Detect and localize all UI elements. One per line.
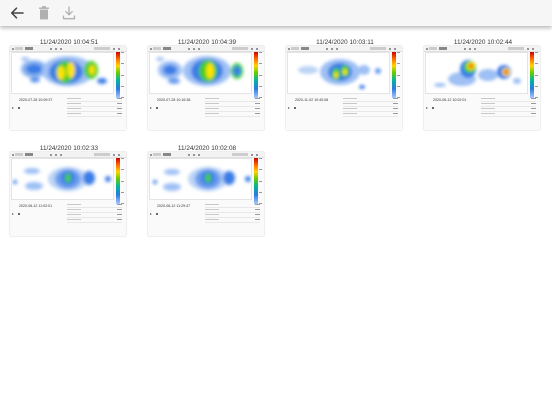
color-scale bbox=[392, 52, 396, 98]
stats-table bbox=[205, 203, 260, 223]
session-date: 2020-07-28 10:16:38 bbox=[157, 98, 191, 102]
session-date: 2020-11-02 10:40:08 bbox=[295, 98, 329, 102]
playback-controls bbox=[288, 106, 300, 109]
heatmap-thumbnail[interactable]: 2020-06-12 11:02:01 bbox=[10, 152, 126, 236]
recordings-grid: 11/24/2020 10:04:51 bbox=[0, 26, 552, 414]
stats-table bbox=[67, 203, 122, 223]
playback-controls bbox=[12, 212, 24, 215]
recording-card[interactable]: 11/24/2020 10:04:51 bbox=[5, 26, 133, 130]
stats-table bbox=[481, 97, 536, 117]
pressure-heatmap bbox=[149, 158, 252, 200]
recording-title: 11/24/2020 10:02:33 bbox=[39, 145, 99, 152]
heatmap-thumbnail[interactable]: 2020-06-12 10:02:01 bbox=[424, 46, 540, 130]
recording-card[interactable]: 11/24/2020 10:04:39 bbox=[143, 26, 271, 130]
session-date: 2020-06-12 10:02:01 bbox=[433, 98, 467, 102]
color-scale bbox=[530, 52, 534, 98]
playback-controls bbox=[12, 106, 24, 109]
stats-table bbox=[67, 97, 122, 117]
recording-card[interactable]: 11/24/2020 10:02:08 bbox=[143, 132, 271, 236]
color-scale bbox=[116, 158, 120, 204]
arrow-left-icon bbox=[10, 7, 24, 19]
mini-toolbar bbox=[10, 46, 126, 52]
playback-controls bbox=[150, 212, 162, 215]
recording-title: 11/24/2020 10:02:44 bbox=[453, 39, 513, 46]
mini-toolbar bbox=[286, 46, 402, 52]
export-button[interactable] bbox=[61, 5, 77, 21]
recording-card[interactable]: 11/24/2020 10:02:44 bbox=[419, 26, 547, 130]
playback-controls bbox=[426, 106, 438, 109]
recording-card[interactable]: 11/24/2020 10:02:33 bbox=[5, 132, 133, 236]
pressure-heatmap bbox=[425, 52, 528, 94]
stats-table bbox=[205, 97, 260, 117]
session-date: 2020-06-12 11:02:01 bbox=[19, 204, 53, 208]
recording-title: 11/24/2020 10:03:11 bbox=[316, 39, 374, 46]
mini-toolbar bbox=[148, 46, 264, 52]
mini-toolbar bbox=[10, 152, 126, 158]
session-date: 2020-06-12 11:29:47 bbox=[157, 204, 191, 208]
toolbar bbox=[0, 0, 552, 26]
pressure-heatmap bbox=[287, 52, 390, 94]
heatmap-thumbnail[interactable]: 2020-06-12 11:29:47 bbox=[148, 152, 264, 236]
recording-title: 11/24/2020 10:04:39 bbox=[177, 39, 237, 46]
heatmap-thumbnail[interactable]: 2020-07-28 10:16:38 bbox=[148, 46, 264, 130]
heatmap-thumbnail[interactable]: 2020-07-28 10:09:37 bbox=[10, 46, 126, 130]
color-scale bbox=[254, 52, 258, 98]
pressure-heatmap bbox=[149, 52, 252, 94]
color-scale bbox=[116, 52, 120, 98]
download-tray-icon bbox=[62, 6, 76, 20]
recording-card[interactable]: 11/24/2020 10:03:11 bbox=[281, 26, 409, 130]
color-scale bbox=[254, 158, 258, 204]
trash-icon bbox=[39, 6, 49, 20]
heatmap-thumbnail[interactable]: 2020-11-02 10:40:08 bbox=[286, 46, 402, 130]
recording-title: 11/24/2020 10:04:51 bbox=[39, 39, 99, 46]
pressure-heatmap bbox=[11, 52, 114, 94]
pressure-heatmap bbox=[11, 158, 114, 200]
back-button[interactable] bbox=[9, 5, 25, 21]
playback-controls bbox=[150, 106, 162, 109]
session-date: 2020-07-28 10:09:37 bbox=[19, 98, 53, 102]
stats-table bbox=[343, 97, 398, 117]
recording-title: 11/24/2020 10:02:08 bbox=[177, 145, 237, 152]
delete-button[interactable] bbox=[36, 5, 52, 21]
mini-toolbar bbox=[424, 46, 540, 52]
mini-toolbar bbox=[148, 152, 264, 158]
